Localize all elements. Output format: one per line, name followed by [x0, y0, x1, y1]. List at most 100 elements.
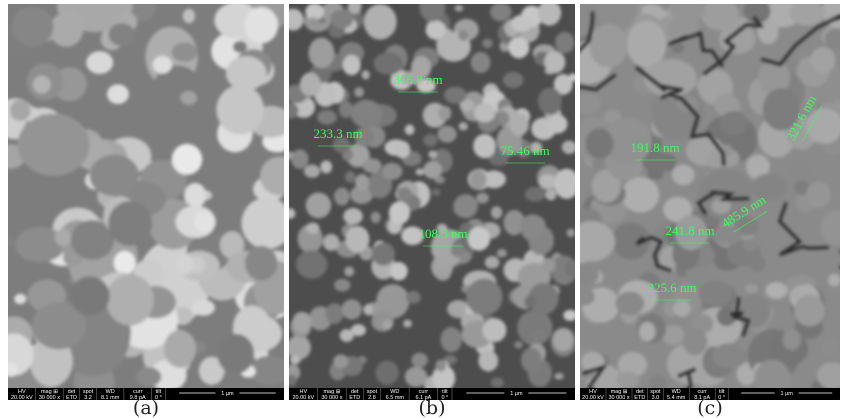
- grain: [12, 6, 54, 46]
- grain: [287, 375, 297, 386]
- grain: [547, 115, 567, 134]
- grain: [497, 249, 507, 257]
- grain: [617, 372, 640, 389]
- grain: [585, 128, 613, 159]
- grain: [381, 163, 402, 180]
- grain: [750, 254, 766, 272]
- grain: [806, 181, 831, 207]
- measurement-label: 366.8 nm: [393, 72, 442, 87]
- grain: [569, 73, 578, 81]
- info-value: 20.00 kV: [11, 395, 33, 401]
- grain: [376, 361, 399, 385]
- grain: [743, 239, 758, 252]
- grain: [491, 377, 504, 387]
- grain: [672, 165, 695, 186]
- grain: [108, 201, 152, 246]
- grain: [394, 141, 410, 158]
- grain: [555, 32, 574, 53]
- grain: [164, 330, 196, 368]
- grain: [811, 47, 836, 73]
- grain: [241, 197, 292, 249]
- grain: [364, 4, 397, 40]
- grain: [415, 168, 424, 175]
- grain: [544, 51, 565, 73]
- scale-label: 1 µm: [221, 391, 234, 397]
- grain: [309, 38, 335, 69]
- info-value: 8.1 mm: [101, 395, 120, 401]
- grain: [343, 55, 361, 75]
- grain: [343, 208, 363, 225]
- grain: [355, 174, 369, 191]
- grain: [340, 329, 354, 342]
- info-value: 20.00 kV: [582, 395, 604, 401]
- grain: [517, 310, 552, 346]
- grain: [616, 292, 645, 316]
- grain: [575, 93, 601, 114]
- grain: [503, 72, 524, 88]
- grain: [296, 250, 327, 279]
- grain: [390, 262, 408, 280]
- grain: [389, 201, 410, 224]
- grain: [326, 303, 344, 324]
- measurement-label: 225.6 nm: [647, 280, 696, 295]
- grain: [719, 111, 747, 136]
- grain: [783, 329, 801, 351]
- grain: [317, 110, 337, 125]
- measurement-label: 108.3 nm: [418, 226, 467, 241]
- info-value: 30 000 x: [321, 395, 342, 401]
- grain: [372, 243, 395, 266]
- grain: [473, 134, 496, 158]
- grain: [216, 85, 264, 134]
- panel-label: (a): [133, 397, 159, 418]
- grain: [50, 13, 84, 47]
- grain: [4, 363, 17, 377]
- grain: [217, 334, 254, 374]
- grain: [471, 52, 491, 73]
- info-value: 6.5 mm: [386, 395, 405, 401]
- grain: [491, 206, 502, 218]
- info-value: 20.00 kV: [292, 395, 314, 401]
- sem-image: [535, 0, 845, 418]
- grain: [573, 288, 595, 306]
- info-value: 30 000 x: [608, 395, 629, 401]
- grain: [828, 274, 840, 287]
- grain: [354, 87, 364, 97]
- grain: [342, 299, 362, 319]
- info-value: 2.8: [368, 395, 376, 401]
- grain: [344, 266, 354, 276]
- grain: [333, 354, 348, 368]
- info-value: ETD: [66, 395, 77, 401]
- grain: [371, 212, 381, 223]
- panel-label: (b): [419, 397, 446, 418]
- grain: [822, 339, 838, 355]
- grain: [466, 279, 503, 316]
- grain: [330, 10, 353, 29]
- grain: [2, 236, 14, 246]
- grain: [362, 158, 381, 173]
- figure: HV20.00 kVmag ⊞30 000 xdetETDspot3.2WD8.…: [0, 0, 845, 418]
- grain: [538, 88, 562, 115]
- grain: [485, 256, 500, 269]
- grain: [226, 56, 267, 90]
- grain: [428, 151, 437, 159]
- grain: [455, 5, 464, 12]
- grain: [304, 165, 320, 178]
- grain: [440, 327, 462, 352]
- grain: [180, 91, 197, 105]
- grain: [114, 251, 136, 275]
- grain: [563, 310, 577, 321]
- grain: [745, 284, 758, 293]
- grain: [525, 187, 545, 202]
- panel-label: (c): [697, 397, 722, 418]
- grain: [106, 274, 154, 325]
- grain: [300, 72, 321, 96]
- grain: [438, 106, 451, 121]
- grain: [172, 43, 198, 62]
- grain: [468, 226, 490, 250]
- grain: [290, 356, 301, 365]
- grain: [539, 174, 557, 189]
- grain: [136, 367, 161, 386]
- grain: [508, 37, 529, 58]
- grain: [683, 327, 708, 355]
- grain: [639, 322, 655, 342]
